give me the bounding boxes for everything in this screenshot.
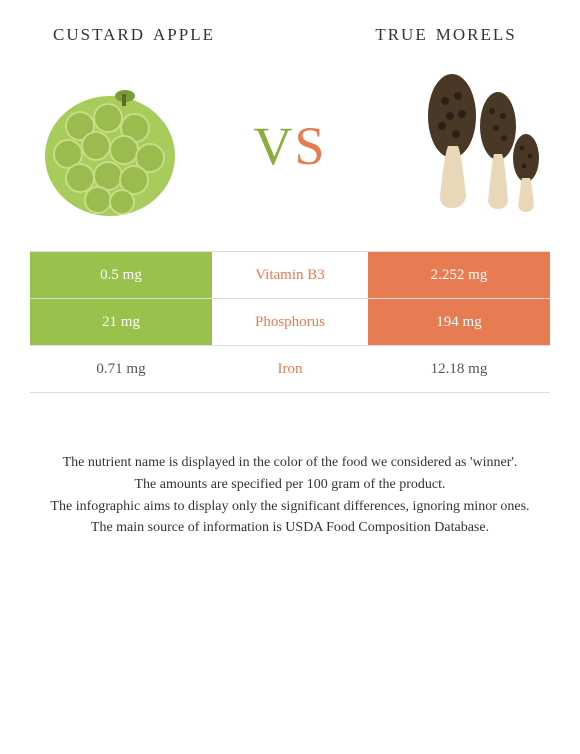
table-row: 21 mg Phosphorus 194 mg <box>30 298 550 345</box>
images-row: VS <box>30 66 550 226</box>
nutrient-cell: Vitamin B3 <box>212 252 368 298</box>
right-value-cell: 194 mg <box>368 299 550 345</box>
left-food-title: custard apple <box>30 20 238 46</box>
table-row: 0.5 mg Vitamin B3 2.252 mg <box>30 251 550 298</box>
footnote-line: The amounts are specified per 100 gram o… <box>30 475 550 495</box>
nutrient-cell: Phosphorus <box>212 299 368 345</box>
right-food-title: true morels <box>342 20 550 46</box>
header-row: custard apple true morels <box>30 20 550 46</box>
footnote-line: The infographic aims to display only the… <box>30 497 550 517</box>
footnotes: The nutrient name is displayed in the co… <box>30 453 550 539</box>
left-value-cell: 0.5 mg <box>30 252 212 298</box>
custard-apple-image <box>30 66 190 226</box>
left-value-cell: 0.71 mg <box>30 346 212 392</box>
left-value-cell: 21 mg <box>30 299 212 345</box>
vs-s: S <box>294 116 326 176</box>
comparison-table: 0.5 mg Vitamin B3 2.252 mg 21 mg Phospho… <box>30 251 550 393</box>
vs-label: VS <box>253 115 326 177</box>
vs-v: V <box>253 116 294 176</box>
morels-image <box>390 66 550 226</box>
footnote-line: The nutrient name is displayed in the co… <box>30 453 550 473</box>
right-value-cell: 2.252 mg <box>368 252 550 298</box>
nutrient-cell: Iron <box>212 346 368 392</box>
footnote-line: The main source of information is USDA F… <box>30 518 550 538</box>
right-value-cell: 12.18 mg <box>368 346 550 392</box>
table-row: 0.71 mg Iron 12.18 mg <box>30 345 550 392</box>
